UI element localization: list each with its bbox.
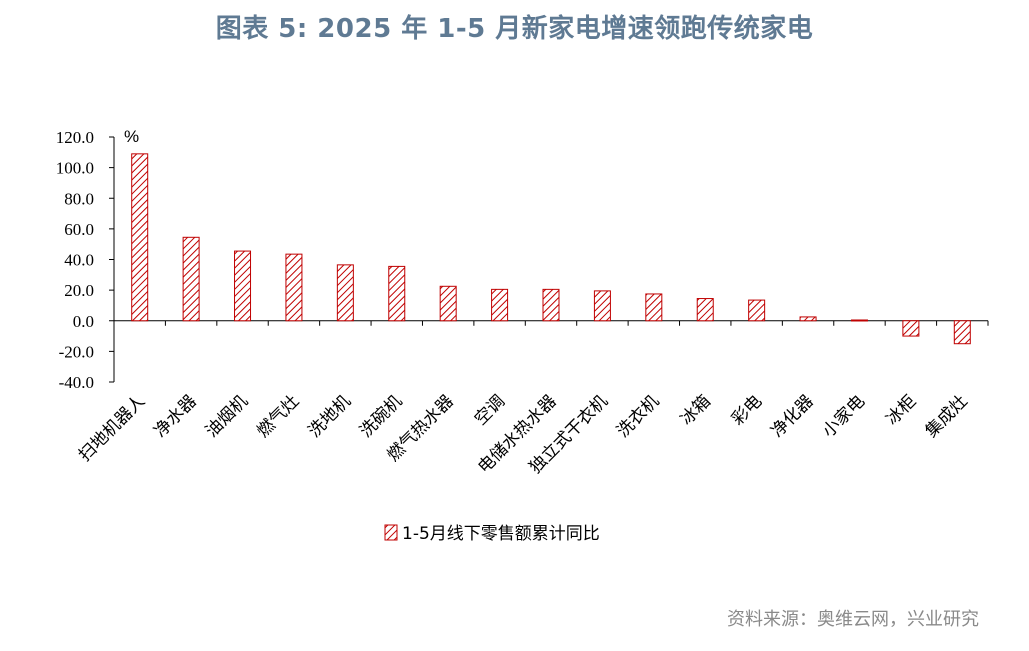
x-category-label: 洗衣机	[613, 391, 663, 441]
bar	[439, 285, 457, 322]
y-tick-label: 120.0	[56, 128, 94, 147]
x-category-label: 洗地机	[305, 391, 355, 441]
bar	[748, 299, 766, 322]
chart-bars	[131, 153, 971, 345]
chart-title: 图表 5: 2025 年 1-5 月新家电增速领跑传统家电	[215, 14, 814, 44]
x-category-label: 洗碗机	[356, 391, 406, 441]
x-category-label: 冰箱	[677, 391, 715, 429]
x-category-label: 扫地机器人	[75, 391, 149, 465]
x-category-label: 小家电	[819, 391, 869, 441]
bar	[953, 320, 971, 345]
x-category-label: 净水器	[150, 391, 200, 441]
chart-legend: 1-5月线下零售额累计同比	[384, 524, 600, 544]
x-category-label: 空调	[471, 391, 509, 429]
x-category-label: 净化器	[767, 391, 817, 441]
y-tick-label: -20.0	[59, 342, 94, 361]
bar	[799, 316, 817, 322]
bar	[696, 298, 714, 322]
legend-swatch	[384, 524, 398, 541]
bar	[850, 319, 868, 322]
y-tick-label: 100.0	[56, 159, 94, 178]
x-category-label: 彩电	[728, 391, 766, 429]
y-tick-label: -40.0	[59, 373, 94, 392]
bar	[336, 264, 354, 322]
source-note: 资料来源：奥维云网，兴业研究	[727, 609, 979, 630]
x-category-label: 油烟机	[202, 391, 252, 441]
x-category-label: 燃气灶	[253, 391, 303, 441]
bar	[902, 320, 920, 337]
y-tick-label: 40.0	[64, 251, 94, 270]
bar	[234, 250, 252, 322]
x-category-label: 集成灶	[922, 391, 972, 441]
bar	[593, 290, 611, 322]
y-tick-label: 80.0	[64, 189, 94, 208]
bar	[542, 288, 560, 322]
legend-label: 1-5月线下零售额累计同比	[402, 524, 600, 544]
bar	[645, 293, 663, 322]
bar	[491, 288, 509, 322]
bar	[131, 153, 149, 322]
x-category-label: 冰柜	[882, 391, 920, 429]
y-tick-label: 60.0	[64, 220, 94, 239]
y-unit-label: %	[124, 127, 139, 146]
bar	[388, 265, 406, 322]
y-tick-label: 0.0	[73, 312, 94, 331]
bar	[182, 236, 200, 322]
y-tick-label: 20.0	[64, 281, 94, 300]
bar	[285, 253, 303, 322]
